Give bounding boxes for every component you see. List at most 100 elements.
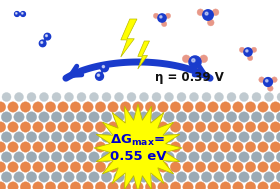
Circle shape — [39, 172, 49, 182]
Circle shape — [102, 92, 111, 101]
Circle shape — [214, 92, 223, 101]
Circle shape — [58, 102, 68, 112]
Circle shape — [120, 182, 131, 189]
Circle shape — [264, 172, 274, 182]
Circle shape — [126, 172, 137, 182]
Circle shape — [158, 14, 166, 22]
Circle shape — [164, 172, 174, 182]
Circle shape — [220, 182, 231, 189]
Circle shape — [89, 112, 99, 122]
Circle shape — [208, 102, 218, 112]
Circle shape — [170, 122, 181, 132]
Circle shape — [270, 102, 280, 112]
Circle shape — [58, 142, 68, 152]
Circle shape — [64, 152, 74, 162]
Circle shape — [108, 162, 118, 172]
Text: 0.55 eV: 0.55 eV — [110, 149, 166, 163]
Circle shape — [267, 86, 273, 91]
Circle shape — [14, 172, 24, 182]
Circle shape — [0, 162, 6, 172]
Circle shape — [270, 122, 280, 132]
Circle shape — [277, 92, 280, 101]
Circle shape — [158, 182, 168, 189]
Circle shape — [52, 92, 61, 101]
Circle shape — [152, 92, 161, 101]
Circle shape — [220, 142, 231, 152]
Circle shape — [176, 172, 187, 182]
Circle shape — [126, 112, 137, 122]
Circle shape — [120, 142, 131, 152]
Circle shape — [95, 162, 106, 172]
Circle shape — [251, 47, 256, 52]
Circle shape — [164, 132, 174, 142]
Circle shape — [265, 92, 274, 101]
Circle shape — [95, 182, 106, 189]
Circle shape — [16, 13, 17, 14]
Circle shape — [76, 152, 87, 162]
Circle shape — [21, 12, 25, 16]
Circle shape — [162, 21, 167, 27]
Circle shape — [83, 102, 93, 112]
Circle shape — [95, 72, 104, 80]
Circle shape — [189, 152, 199, 162]
Circle shape — [139, 172, 149, 182]
Circle shape — [252, 92, 261, 101]
Polygon shape — [138, 41, 150, 69]
Circle shape — [264, 112, 274, 122]
Circle shape — [1, 172, 12, 182]
Circle shape — [195, 162, 206, 172]
Polygon shape — [121, 19, 137, 57]
Circle shape — [158, 162, 168, 172]
Circle shape — [114, 132, 124, 142]
Circle shape — [33, 182, 43, 189]
Circle shape — [270, 142, 280, 152]
Circle shape — [139, 112, 149, 122]
Circle shape — [263, 78, 272, 86]
Circle shape — [133, 102, 143, 112]
Circle shape — [33, 142, 43, 152]
Circle shape — [2, 92, 11, 101]
Circle shape — [258, 102, 268, 112]
Circle shape — [14, 152, 24, 162]
Circle shape — [170, 142, 181, 152]
Circle shape — [101, 132, 112, 142]
Circle shape — [270, 182, 280, 189]
Circle shape — [203, 10, 213, 20]
Circle shape — [14, 132, 24, 142]
Circle shape — [51, 132, 62, 142]
Circle shape — [226, 172, 237, 182]
Circle shape — [51, 172, 62, 182]
Circle shape — [95, 102, 106, 112]
Circle shape — [197, 9, 204, 15]
Circle shape — [33, 102, 43, 112]
Circle shape — [8, 142, 18, 152]
Circle shape — [245, 162, 256, 172]
Circle shape — [226, 152, 237, 162]
Circle shape — [183, 182, 193, 189]
Circle shape — [160, 16, 162, 18]
Circle shape — [233, 182, 243, 189]
Circle shape — [195, 142, 206, 152]
Circle shape — [189, 112, 199, 122]
Circle shape — [151, 152, 162, 162]
Circle shape — [245, 182, 256, 189]
Circle shape — [176, 152, 187, 162]
Circle shape — [208, 122, 218, 132]
Circle shape — [58, 182, 68, 189]
Circle shape — [83, 122, 93, 132]
Circle shape — [0, 142, 6, 152]
Circle shape — [15, 92, 24, 101]
Circle shape — [212, 9, 219, 15]
Circle shape — [233, 162, 243, 172]
Circle shape — [70, 122, 81, 132]
Circle shape — [239, 132, 249, 142]
Circle shape — [26, 132, 37, 142]
Circle shape — [214, 172, 224, 182]
Circle shape — [90, 92, 99, 101]
Circle shape — [126, 152, 137, 162]
Circle shape — [139, 132, 149, 142]
Circle shape — [239, 112, 249, 122]
Circle shape — [208, 182, 218, 189]
Circle shape — [51, 112, 62, 122]
Circle shape — [220, 162, 231, 172]
